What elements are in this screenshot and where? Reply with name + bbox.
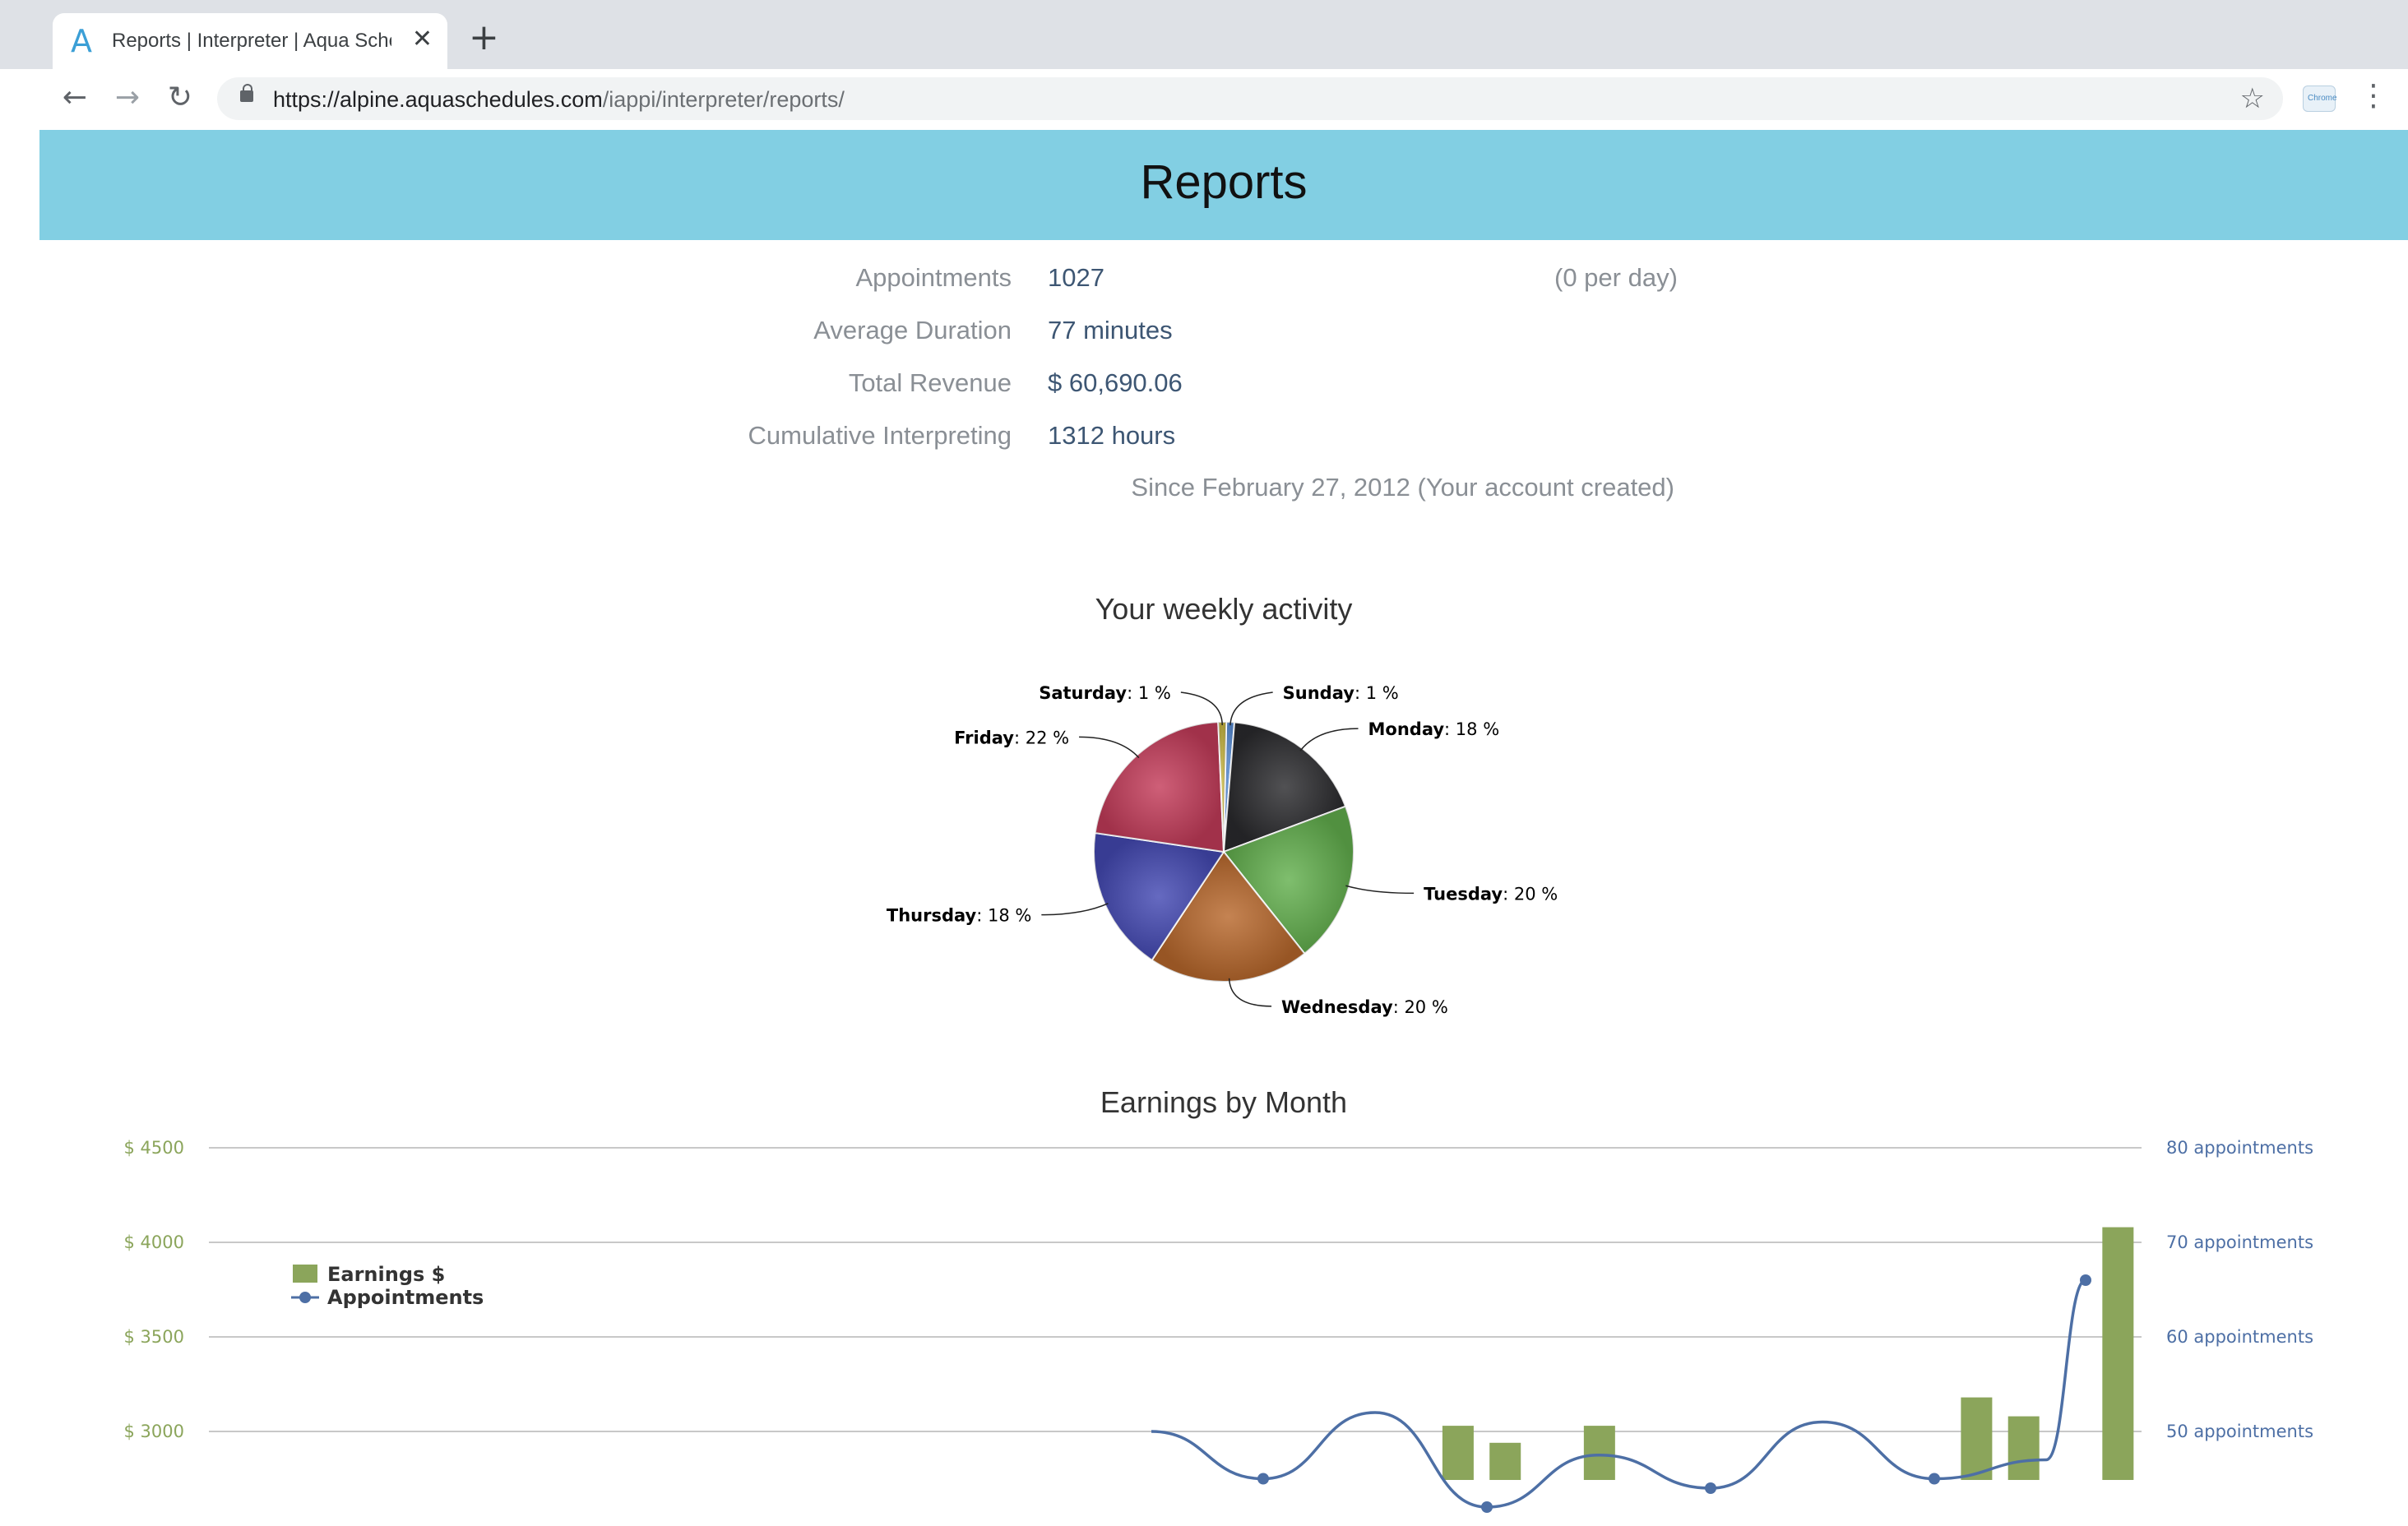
extension-label: Chrome <box>2308 94 2337 103</box>
forward-arrow-icon[interactable]: → <box>114 81 141 114</box>
revenue-value: $ 60,690.06 <box>1048 368 1183 397</box>
right-axis-tick: 60 appointments <box>2166 1327 2313 1347</box>
appointments-line <box>1151 1279 2086 1509</box>
appointments-value: 1027 <box>1048 263 1104 292</box>
back-arrow-icon[interactable]: ← <box>62 81 88 114</box>
page-header: Reports <box>39 130 2408 240</box>
aqua-favicon-icon: A <box>71 23 92 59</box>
duration-value: 77 minutes <box>1048 316 1173 345</box>
pie-connector <box>1228 978 1272 1007</box>
pie-label-tuesday: Tuesday: 20 % <box>1424 884 1558 904</box>
address-bar[interactable]: https://alpine.aquaschedules.com/iappi/i… <box>217 77 2283 120</box>
earnings-bar[interactable] <box>2102 1227 2134 1480</box>
left-axis-tick: $ 4000 <box>124 1232 184 1252</box>
pie-slice-shade <box>1151 852 1305 982</box>
earnings-chart-title: Earnings by Month <box>1100 1085 1348 1119</box>
pie-slice-shade <box>1218 722 1227 852</box>
pie-slice-shade <box>1094 833 1224 960</box>
pie-connector <box>1229 691 1273 726</box>
legend-earnings-label[interactable]: Earnings $ <box>327 1263 445 1286</box>
left-axis-tick: $ 3500 <box>124 1327 184 1347</box>
left-axis-tick: $ 4500 <box>124 1138 184 1158</box>
duration-label: Average Duration <box>813 316 1012 345</box>
pie-slice-shade <box>1224 722 1346 852</box>
legend-appointments-dot <box>299 1292 311 1303</box>
appointments-point[interactable] <box>1929 1473 1940 1485</box>
close-icon[interactable]: ✕ <box>411 25 433 53</box>
earnings-bar[interactable] <box>1442 1426 1474 1480</box>
pie-label-friday: Friday: 22 % <box>954 728 1069 747</box>
extension-icon[interactable]: Chrome <box>2303 86 2337 112</box>
appointments-point[interactable] <box>1481 1501 1493 1513</box>
left-axis-tick: $ 3000 <box>124 1422 184 1441</box>
pie-connector <box>1041 903 1109 916</box>
url-domain: https://alpine.aquaschedules.com <box>273 87 603 112</box>
cumulative-value: 1312 hours <box>1048 421 1176 450</box>
earnings-bar[interactable] <box>1961 1397 1993 1480</box>
pie-connector <box>1299 728 1359 751</box>
appointments-label: Appointments <box>855 263 1012 292</box>
earnings-bar[interactable] <box>1489 1442 1521 1480</box>
pie-connector <box>1180 691 1223 726</box>
lock-icon <box>240 84 253 102</box>
new-tab-plus-icon[interactable]: + <box>469 16 499 58</box>
right-axis-tick: 70 appointments <box>2166 1232 2313 1252</box>
bookmark-star-icon[interactable]: ☆ <box>2239 82 2265 115</box>
earnings-bar[interactable] <box>1583 1426 1615 1480</box>
reload-icon[interactable]: ↻ <box>167 81 193 114</box>
cumulative-label: Cumulative Interpreting <box>748 421 1012 450</box>
appointments-point[interactable] <box>1257 1473 1269 1485</box>
legend-earnings-swatch <box>293 1265 317 1283</box>
pie-label-sunday: Sunday: 1 % <box>1283 683 1399 703</box>
pie-connector <box>1079 736 1140 759</box>
pie-label-wednesday: Wednesday: 20 % <box>1281 997 1448 1017</box>
browser-tab[interactable]: A Reports | Interpreter | Aqua Schedules… <box>53 13 447 69</box>
url-text[interactable]: https://alpine.aquaschedules.com/iappi/i… <box>273 87 845 113</box>
weekly-activity-title: Your weekly activity <box>1095 592 1353 626</box>
earnings-bar[interactable] <box>2007 1416 2040 1480</box>
tab-title: Reports | Interpreter | Aqua Schedules <box>112 30 391 52</box>
pie-label-saturday: Saturday: 1 % <box>1039 683 1171 703</box>
browser-toolbar: ← → ↻ https://alpine.aquaschedules.com/i… <box>0 69 2408 130</box>
appointments-point[interactable] <box>1705 1482 1716 1494</box>
right-axis-tick: 80 appointments <box>2166 1138 2313 1158</box>
pie-label-thursday: Thursday: 18 % <box>887 906 1031 926</box>
per-day-value: (0 per day) <box>1554 263 1678 292</box>
page-title: Reports <box>1140 155 1308 209</box>
pie-slice-shade <box>1224 806 1354 954</box>
account-since-text: Since February 27, 2012 (Your account cr… <box>1131 473 1674 502</box>
pie-slice-shade <box>1095 722 1224 852</box>
earnings-by-month-chart: $ 4500 80 appointments $ 4000 70 appointmen… <box>124 1138 2313 1513</box>
pie-connector <box>1345 885 1415 895</box>
kebab-menu-icon[interactable]: ⋮ <box>2359 79 2388 113</box>
right-axis-tick: 50 appointments <box>2166 1422 2313 1441</box>
pie-label-monday: Monday: 18 % <box>1368 719 1500 739</box>
legend-appointments-label[interactable]: Appointments <box>327 1286 484 1309</box>
appointments-point[interactable] <box>2080 1274 2091 1286</box>
page-left-gutter <box>0 130 39 1526</box>
revenue-label: Total Revenue <box>848 368 1012 397</box>
weekly-activity-pie-chart: Sunday: 1 % Monday: 18 % Tuesday: 20 % Wedn… <box>887 683 1558 1017</box>
url-path: /iappi/interpreter/reports/ <box>602 87 845 112</box>
